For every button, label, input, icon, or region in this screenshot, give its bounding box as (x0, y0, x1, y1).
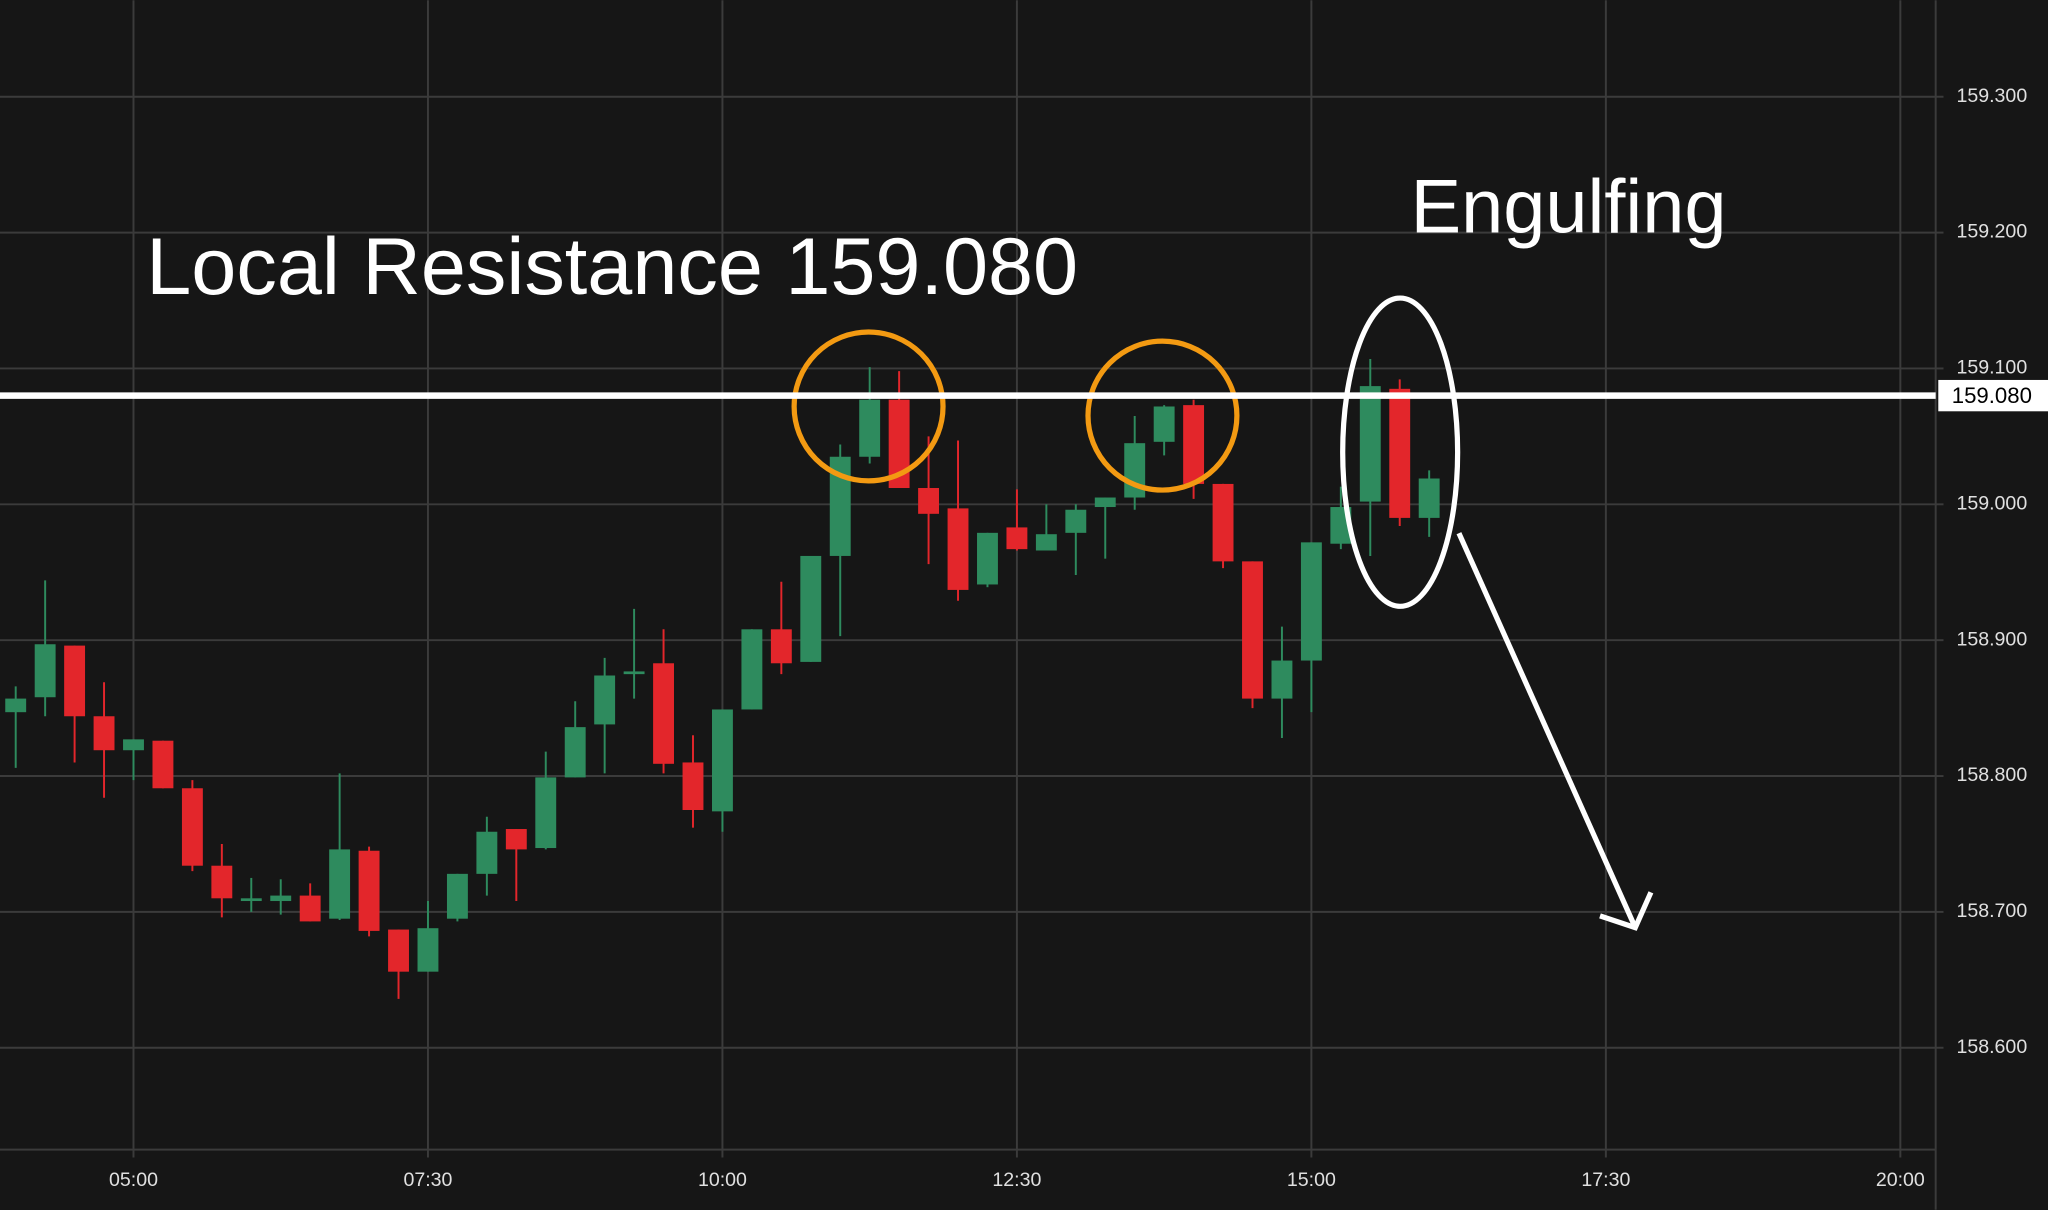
candle-body (594, 675, 616, 725)
candle-body (653, 663, 674, 764)
candle-body (535, 777, 557, 849)
annotation: Local Resistance 159.080 (146, 222, 1078, 312)
highlight-circle (791, 329, 946, 484)
candle-body (918, 488, 940, 514)
candle-body (888, 399, 910, 489)
candle-body (505, 829, 527, 850)
candle-body (1094, 497, 1116, 508)
candle-body (446, 873, 468, 919)
y-tick-label: 159.100 (1956, 357, 2027, 379)
candles (5, 358, 1440, 999)
candle-body (770, 629, 792, 664)
annotation: Engulfing (1411, 165, 1727, 250)
candle-body (947, 508, 969, 590)
candle-body (977, 532, 998, 585)
candle-body (1065, 509, 1087, 533)
highlight-circle (1085, 338, 1240, 493)
candle-body (240, 898, 262, 902)
candle-body (1271, 660, 1293, 699)
candle-body (1183, 405, 1205, 484)
y-tick-label: 158.700 (1956, 900, 2027, 922)
candle-body (270, 895, 292, 902)
candle-body (1300, 542, 1322, 661)
candle-body (476, 831, 498, 874)
candle-body (211, 865, 233, 899)
candle-body (5, 698, 27, 713)
candle-body (682, 762, 704, 810)
x-tick-label: 12:30 (992, 1169, 1041, 1191)
y-tick-label: 159.200 (1956, 221, 2027, 243)
candle-body (299, 895, 321, 922)
candle-body (1359, 386, 1381, 502)
candle-body (329, 849, 351, 919)
candle-body (623, 671, 645, 675)
resistance-label: 159.080 (1952, 383, 2032, 408)
highlight-ellipse (1340, 295, 1461, 609)
arrow-head (1599, 891, 1654, 931)
candle-body (1153, 406, 1175, 442)
candle-body (741, 629, 763, 710)
candle-body (64, 645, 86, 717)
y-tick-label: 158.600 (1956, 1036, 2027, 1058)
candle-body (800, 555, 822, 662)
x-tick-label: 15:00 (1287, 1169, 1336, 1191)
candle-body (181, 788, 203, 866)
candle-body (1006, 527, 1028, 550)
candle-body (358, 850, 380, 931)
candle-body (388, 929, 409, 972)
candle-body (859, 399, 881, 457)
overlay: Local Resistance 159.080 Engulfing 159.0… (0, 165, 2048, 931)
y-tick-label: 159.000 (1956, 492, 2027, 514)
candle-body (123, 739, 144, 751)
x-tick-label: 05:00 (109, 1169, 158, 1191)
candle-body (1242, 561, 1263, 699)
candle-body (93, 716, 115, 751)
candle-body (564, 727, 586, 778)
candle-body (1035, 534, 1057, 551)
y-tick-label: 158.800 (1956, 764, 2027, 786)
arrow-shaft (1456, 532, 1638, 929)
y-tick-label: 159.300 (1956, 85, 2027, 107)
resistance-label-box (1938, 379, 2048, 412)
x-tick-label: 10:00 (698, 1169, 747, 1191)
x-tick-label: 17:30 (1581, 1169, 1630, 1191)
candle-body (152, 740, 174, 789)
y-tick-label: 158.900 (1956, 628, 2027, 650)
x-tick-label: 20:00 (1876, 1169, 1925, 1191)
x-tick-label: 07:30 (403, 1169, 452, 1191)
candle-body (417, 928, 439, 972)
candle-body (1389, 388, 1411, 518)
candle-body (829, 456, 851, 556)
candle-body (34, 644, 56, 698)
candle-body (1212, 483, 1234, 562)
candle-body (1418, 478, 1440, 518)
candle-body (711, 709, 733, 812)
